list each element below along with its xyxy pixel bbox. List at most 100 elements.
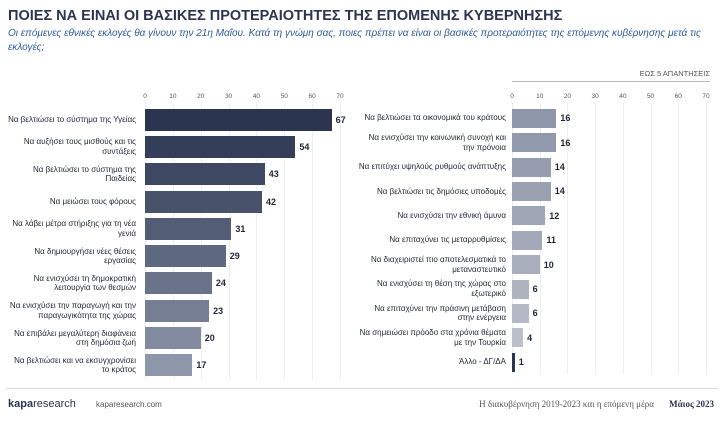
grid-line — [145, 103, 146, 379]
brand: kapa — [8, 398, 34, 410]
value-label: 12 — [549, 210, 560, 221]
category-label: Να μειώσει τους φόρους — [49, 196, 136, 206]
bar — [512, 206, 546, 226]
bar — [512, 279, 529, 299]
bar — [512, 108, 557, 128]
grid-line — [622, 103, 624, 375]
bar — [145, 217, 232, 240]
value-label: 10 — [543, 259, 554, 270]
value-label: 14 — [554, 186, 565, 197]
value-label: 6 — [532, 308, 538, 319]
date: Μάιος 2023 — [669, 399, 714, 409]
bar — [145, 299, 210, 322]
category-label: Να βελτιώσει το σύστημα της Παιδείας — [33, 164, 136, 184]
bar — [145, 163, 265, 186]
category-label: Να ενισχύσει τη δημοκρατική λειτουργία τ… — [33, 273, 136, 293]
bar — [512, 352, 515, 372]
value-label: 23 — [213, 305, 224, 316]
grid-line — [340, 103, 341, 379]
x-tick-label: 40 — [619, 93, 627, 100]
x-tick-label: 30 — [224, 93, 233, 100]
value-label: 31 — [235, 223, 246, 234]
value-label: 17 — [196, 360, 207, 371]
category-label: Να αυξήσει τους μισθούς και τις συντάξει… — [23, 137, 136, 156]
value-label: 29 — [229, 251, 240, 262]
value-label: 20 — [204, 333, 215, 344]
category-label: Να δημιουργήσει νέες θέσεις εργασίας — [34, 246, 136, 266]
grid-line — [678, 103, 680, 375]
value-label: 1 — [518, 357, 524, 368]
bar — [145, 190, 262, 213]
grid-line — [312, 103, 314, 379]
x-tick-label: 40 — [252, 93, 261, 100]
category-label: Να επιβάλει μεγαλύτερη διαφάνεια στη δημ… — [14, 328, 136, 348]
value-label: 11 — [546, 235, 556, 246]
x-tick-label: 10 — [169, 93, 177, 100]
category-label: Να βελτιώσει το σύστημα της Υγείας — [8, 114, 136, 124]
bar — [145, 245, 226, 268]
x-tick-label: 60 — [674, 93, 682, 100]
bar — [145, 354, 193, 377]
value-label: 43 — [268, 169, 279, 180]
value-label: 42 — [266, 196, 277, 207]
bar — [512, 328, 524, 348]
x-tick-label: 20 — [197, 93, 205, 100]
site: kaparesearch.com — [96, 400, 162, 409]
value-label: 54 — [299, 141, 310, 152]
x-tick-label: 70 — [702, 93, 710, 100]
bar — [512, 157, 551, 177]
value-label: 16 — [560, 113, 571, 124]
grid-line — [284, 103, 286, 379]
category-label: Να βελτιώσει τις δημόσιες υποδομές — [377, 186, 506, 196]
category-label: Να σημειώσει πρόοδο στα χρόνια θέματα με… — [359, 328, 506, 347]
grid-line — [200, 103, 202, 379]
note-rule — [512, 81, 710, 82]
value-label: 24 — [215, 278, 226, 289]
category-label: Να επιταχύνει τις μεταρρυθμίσεις — [389, 235, 506, 245]
category-label: Να επιταχύνει την πράσινη μετάβαση στην … — [374, 303, 506, 323]
logo: kaparesearch — [8, 398, 76, 410]
category-label: Να επιτύχει υψηλούς ρυθμούς ανάπτυξης — [358, 162, 506, 172]
bar — [145, 108, 332, 131]
title: ΠΟΙΕΣ ΝΑ ΕΙΝΑΙ ΟΙ ΒΑΣΙΚΕΣ ΠΡΟΤΕΡΑΙΟΤΗΤΕΣ… — [8, 8, 563, 24]
value-label: 16 — [560, 137, 571, 148]
x-tick-label: 50 — [646, 93, 655, 100]
brand-suffix: research — [33, 398, 76, 410]
value-label: 67 — [335, 114, 346, 125]
category-label: Να βελτιώσει τα οικονομικά του κράτους — [364, 113, 506, 123]
x-tick-label: 30 — [591, 93, 599, 100]
category-label: Να λάβει μέτρα στήριξης για τη νέα γενιά — [12, 219, 136, 238]
category-label: Να διαχειριστεί πιο αποτελεσματικά το με… — [371, 255, 506, 274]
x-tick-label: 0 — [143, 93, 147, 100]
x-tick-label: 50 — [280, 93, 288, 100]
category-label: Να ενισχύσει τη θέση της χώρας στο εξωτε… — [376, 279, 506, 298]
grid-line — [595, 103, 597, 375]
grid-line — [228, 103, 230, 379]
project: Η διακυβέρνηση 2019-2023 και η επόμενη μ… — [479, 399, 654, 409]
bar — [145, 135, 296, 158]
grid-line — [256, 103, 258, 379]
category-label: Να ενισχύσει την παραγωγή και την παραγω… — [9, 301, 136, 320]
bar — [512, 230, 543, 250]
bar — [512, 255, 540, 275]
x-tick-label: 60 — [308, 93, 316, 100]
grid-line — [650, 103, 652, 375]
x-tick-label: 70 — [336, 93, 344, 100]
bar — [512, 133, 557, 153]
category-label: Άλλο - ΔΓ/ΔΑ — [459, 357, 506, 367]
category-label: Να ενισχύσει την κοινωνική συνοχή και τη… — [368, 133, 506, 152]
bar — [512, 181, 551, 201]
grid-line — [172, 103, 174, 379]
bar — [512, 303, 529, 323]
grid-line — [567, 103, 569, 375]
value-label: 6 — [532, 284, 538, 294]
value-label: 14 — [554, 162, 565, 172]
category-label: Να βελτιώσει και να εκσυγχρονίσει το κρά… — [14, 355, 136, 375]
bar — [145, 327, 201, 350]
subtitle: Οι επόμενες εθνικές εκλογές θα γίνουν τη… — [8, 28, 701, 53]
grid-line — [706, 103, 707, 375]
x-tick-label: 10 — [536, 93, 544, 100]
footer-rule — [6, 388, 718, 389]
note: ΕΩΣ 5 ΑΠΑΝΤΗΣΕΙΣ — [639, 69, 710, 78]
